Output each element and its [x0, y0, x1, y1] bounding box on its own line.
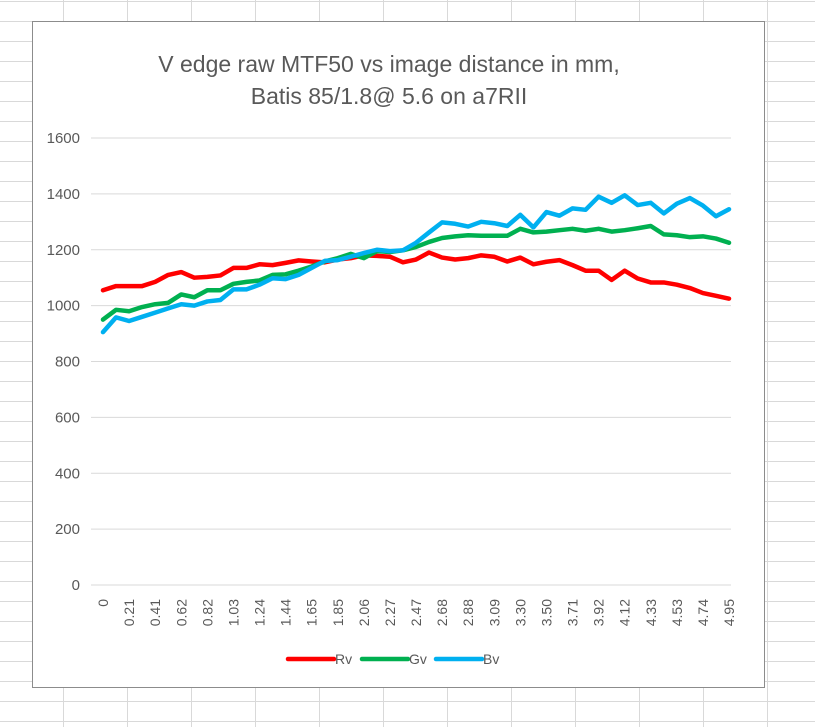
chart-title: V edge raw MTF50 vs image distance in mm…	[158, 51, 619, 109]
y-tick-label: 1400	[47, 186, 80, 203]
x-tick-label: 4.74	[695, 599, 711, 626]
y-tick-label: 1600	[47, 130, 80, 147]
x-tick-label: 1.44	[278, 599, 294, 626]
x-tick-label: 4.53	[669, 599, 685, 626]
y-axis: 0 200 400 600 800 1000 1200 1400 1600	[47, 130, 80, 594]
x-tick-label: 0.21	[121, 599, 137, 626]
chart-title-line-2: Batis 85/1.8@ 5.6 on a7RII	[251, 83, 528, 109]
x-tick-label: 0.62	[173, 599, 189, 626]
series-line-rv	[100, 250, 732, 301]
x-tick-label: 3.30	[512, 599, 528, 626]
x-tick-label: 3.50	[538, 599, 554, 626]
x-tick-label: 2.06	[356, 599, 372, 626]
x-tick-label: 3.71	[565, 599, 581, 626]
series-line-gv	[100, 223, 732, 322]
y-tick-label: 600	[55, 409, 80, 426]
x-tick-label: 2.68	[434, 599, 450, 626]
legend: Rv Gv Bv	[285, 651, 499, 667]
legend-label-gv: Gv	[409, 651, 427, 667]
legend-label-bv: Bv	[483, 651, 499, 667]
legend-label-rv: Rv	[335, 651, 352, 667]
x-tick-label: 3.92	[591, 599, 607, 626]
chart-area[interactable]: V edge raw MTF50 vs image distance in mm…	[32, 21, 765, 688]
x-tick-label: 1.65	[304, 599, 320, 626]
x-tick-label: 4.12	[617, 599, 633, 626]
x-tick-label: 4.95	[721, 599, 737, 626]
x-tick-label: 4.33	[643, 599, 659, 626]
y-tick-label: 200	[55, 521, 80, 538]
chart-svg: V edge raw MTF50 vs image distance in mm…	[47, 51, 737, 667]
x-tick-label: 2.88	[460, 599, 476, 626]
x-tick-label: 1.03	[225, 599, 241, 626]
x-tick-label: 2.47	[408, 599, 424, 626]
x-axis: 0 0.21 0.41 0.62 0.82 1.03 1.24 1.44 1.65 1.85 2.0…	[95, 599, 737, 626]
x-tick-label: 0.82	[199, 599, 215, 626]
x-tick-label: 1.85	[330, 599, 346, 626]
y-tick-label: 800	[55, 354, 80, 371]
x-tick-label: 1.24	[252, 599, 268, 626]
y-tick-label: 1000	[47, 298, 80, 315]
y-tick-label: 1200	[47, 242, 80, 259]
x-tick-label: 2.27	[382, 599, 398, 626]
x-tick-label: 0	[95, 599, 111, 607]
chart-title-line-1: V edge raw MTF50 vs image distance in mm…	[158, 51, 619, 77]
x-tick-label: 3.09	[486, 599, 502, 626]
series-lines	[100, 193, 732, 335]
y-tick-label: 400	[55, 465, 80, 482]
series-line-bv	[100, 193, 732, 335]
y-tick-label: 0	[72, 577, 80, 594]
x-tick-label: 0.41	[147, 599, 163, 626]
